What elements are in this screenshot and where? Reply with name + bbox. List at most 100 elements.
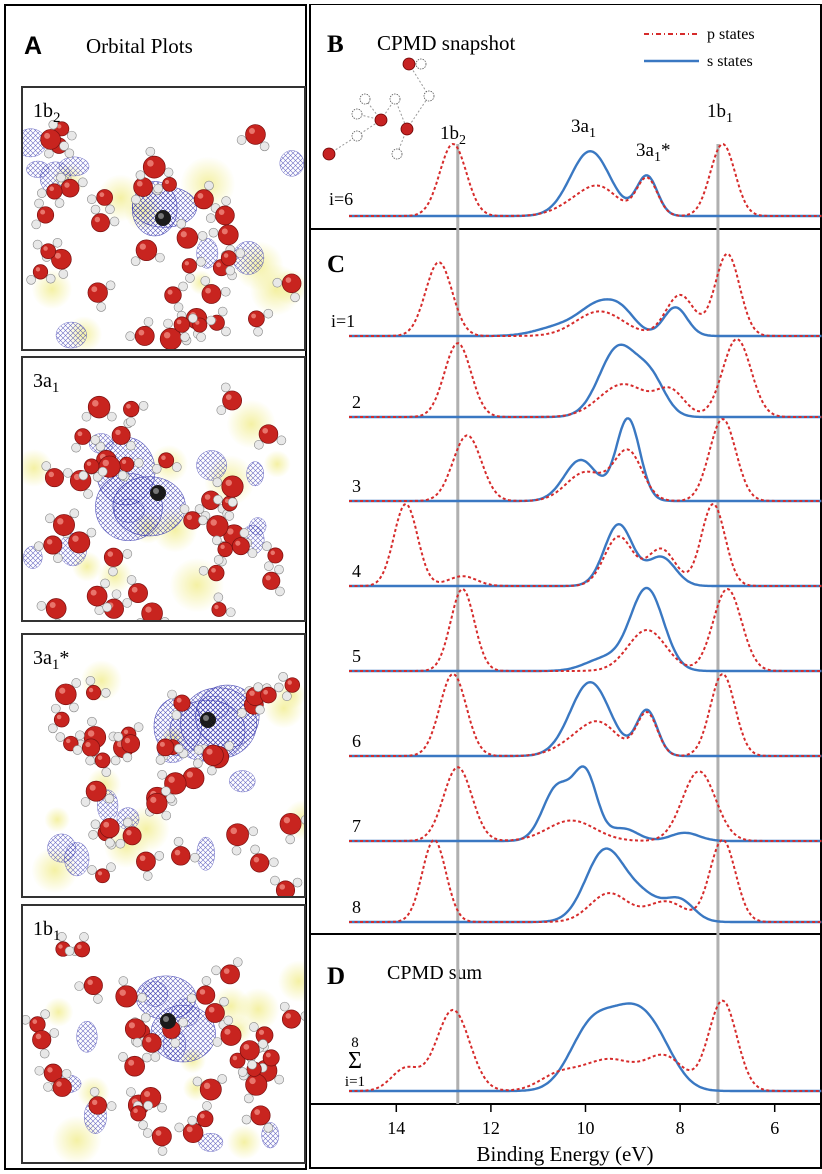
atom-highlight xyxy=(144,1090,151,1098)
hydrogen-atom xyxy=(138,400,149,411)
orbital-plot-3a1: 3a1 xyxy=(21,356,306,622)
atom-highlight xyxy=(102,459,109,467)
hydrogen-atom xyxy=(140,1012,151,1023)
oxygen-atom xyxy=(136,851,156,872)
s-states-curve-7 xyxy=(349,765,822,843)
oxygen-atom xyxy=(124,1018,147,1040)
atom-highlight xyxy=(56,714,62,720)
molecule-render xyxy=(23,932,304,1162)
atom-highlight xyxy=(138,329,145,336)
oxygen-atom xyxy=(124,1055,145,1077)
atom-highlight xyxy=(220,544,225,550)
panel-d-title: CPMD sum xyxy=(387,962,482,984)
hydrogen-atom xyxy=(174,743,184,754)
oxygen-atom xyxy=(262,571,281,590)
hydrogen-atom xyxy=(204,180,214,191)
atom-highlight xyxy=(77,944,82,950)
oxygen-atom xyxy=(87,395,111,419)
x-tick-label-2: 10 xyxy=(577,1118,595,1138)
oxygen-atom xyxy=(115,985,138,1008)
hydrogen-atom xyxy=(196,257,206,267)
hydrogen-atom xyxy=(143,317,154,327)
atom-highlight xyxy=(87,730,95,737)
orbital-lobe-mesh xyxy=(196,836,215,871)
hydrogen-atom xyxy=(213,555,224,565)
atom-highlight xyxy=(225,394,232,401)
hydrogen-atom xyxy=(249,1022,259,1032)
hydrogen-atom xyxy=(90,204,101,215)
hydrogen-atom xyxy=(157,1102,167,1113)
hydrogen-atom xyxy=(36,601,47,611)
hydrogen-atom xyxy=(160,617,170,620)
hydrogen-atom xyxy=(221,196,231,206)
atom-highlight xyxy=(249,690,255,696)
peak-label-3a1-star: 3a1* xyxy=(636,140,670,165)
panel-b-title: CPMD snapshot xyxy=(377,31,515,55)
oxygen-atom xyxy=(123,400,140,418)
hydrogen-atom xyxy=(108,566,118,577)
oxygen-atom xyxy=(43,535,63,555)
p-states-curve-3 xyxy=(349,418,822,502)
hydrogen-atom xyxy=(217,1074,228,1084)
sum-lower-limit: i=1 xyxy=(345,1074,365,1090)
atom-highlight xyxy=(145,1036,152,1043)
hydrogen-atom xyxy=(48,723,58,734)
atom-highlight xyxy=(258,1029,265,1035)
hydrogen-atom xyxy=(150,1052,161,1062)
atom-highlight xyxy=(210,519,217,526)
hydrogen-atom xyxy=(254,439,264,450)
hydrogen-atom xyxy=(232,957,243,967)
atom-highlight xyxy=(285,277,292,283)
hydrogen-atom xyxy=(188,313,198,324)
oxygen-atom xyxy=(245,1073,268,1096)
oxygen-atom xyxy=(55,683,77,706)
atom-highlight xyxy=(94,216,101,223)
hydrogen-atom xyxy=(45,513,55,524)
atom-highlight xyxy=(56,1081,62,1087)
oxygen-atom xyxy=(231,537,250,556)
atom-highlight xyxy=(262,427,268,434)
hydrogen-atom xyxy=(135,170,146,180)
atom-highlight xyxy=(199,989,206,995)
hydrogen-atom xyxy=(37,188,47,198)
hydrogen-atom xyxy=(212,1037,223,1047)
atom-highlight xyxy=(283,817,291,824)
oxygen-atom xyxy=(36,206,55,224)
atom-highlight xyxy=(128,1059,135,1066)
atom-highlight xyxy=(43,246,48,251)
atom-highlight xyxy=(161,455,166,461)
hydrogen-atom xyxy=(105,204,115,215)
oxygen-atom xyxy=(95,868,110,884)
oxygen-atom xyxy=(245,124,266,145)
oxygen-atom xyxy=(52,1077,72,1097)
inset-hydrogen-10 xyxy=(351,108,363,120)
legend-p-label: p states xyxy=(707,26,755,43)
orbital-lobe-mesh xyxy=(142,981,168,1007)
oxygen-atom xyxy=(99,818,120,839)
orbital-label: 3a1* xyxy=(33,647,70,673)
hydrogen-atom xyxy=(235,248,246,259)
hydrogen-atom xyxy=(269,857,279,868)
hydrogen-atom xyxy=(221,326,231,337)
legend-s-label: s states xyxy=(707,53,753,70)
hydrogen-atom xyxy=(97,466,108,477)
hydrogen-atom xyxy=(107,411,117,422)
hydrogen-atom xyxy=(95,441,106,452)
atom-highlight xyxy=(208,1006,215,1013)
oxygen-atom xyxy=(205,1003,225,1023)
hydrogen-atom xyxy=(105,280,116,291)
oxygen-atom xyxy=(258,424,279,444)
atom-highlight xyxy=(204,494,211,500)
oxygen-atom xyxy=(32,1030,52,1050)
hydrogen-atom xyxy=(186,993,197,1004)
hydrogen-atom xyxy=(83,489,93,499)
panel-b-letter: B xyxy=(327,31,344,58)
oxygen-atom xyxy=(220,1024,242,1046)
oxygen-atom xyxy=(193,189,214,210)
hydrogen-atom xyxy=(48,119,59,130)
oxygen-atom xyxy=(196,985,216,1005)
oxygen-atom xyxy=(60,178,80,198)
orbital-label: 1b2 xyxy=(33,100,61,126)
hydrogen-atom xyxy=(49,1028,60,1038)
orbital-lobe-mesh xyxy=(171,998,200,1027)
